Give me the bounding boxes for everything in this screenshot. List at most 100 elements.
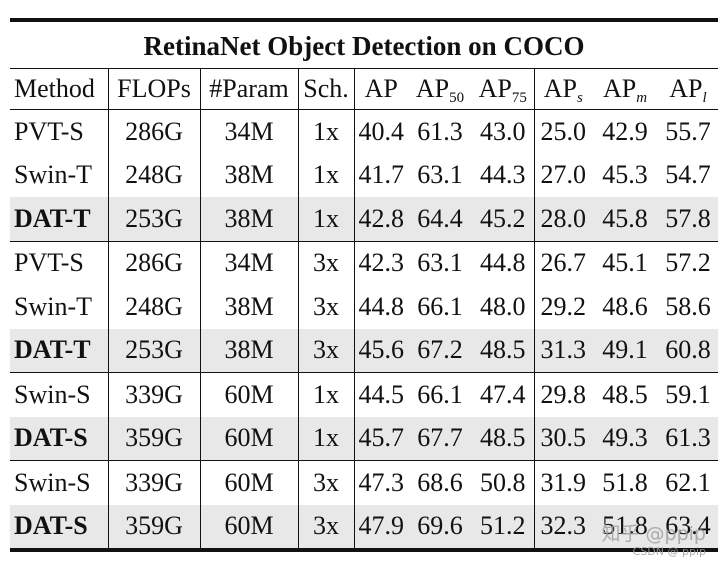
cell-method: Swin-S [10,460,109,505]
cell-ap: 47.3 [358,467,405,497]
cell-ap50: 67.2 [408,328,472,373]
cell-ap: 45.7 [354,416,408,461]
cell-apm: 42.9 [602,116,648,146]
cell-sch: 3x [298,460,355,505]
cell-ap50: 67.7 [408,416,472,461]
cell-flops: 286G [108,109,201,154]
cell-apm: 51.8 [602,467,648,497]
cell-ap75: 44.8 [472,241,535,285]
cell-apl: 57.8 [658,197,718,242]
cell-aps: 32.3 [534,504,592,552]
header-param: #Param [200,69,299,110]
cell-ap50: 68.6 [417,467,463,497]
cell-method: Swin-T [10,285,109,329]
table-row: Swin-T 248G 38M 3x 44.8 66.1 48.0 29.2 48.6 58.6 [10,285,718,329]
cell-param: 60M [200,460,299,505]
results-table-figure: RetinaNet Object Detection on COCO Metho… [10,18,718,552]
cell-ap50: 63.1 [417,248,463,278]
cell-aps: 29.2 [540,291,587,321]
cell-param: 38M [200,285,299,329]
cell-method: PVT-S [10,241,109,285]
header-apm: APm [592,69,658,110]
cell-ap75: 43.0 [472,109,535,154]
cell-param: 38M [200,153,299,197]
cell-param: 60M [200,372,299,417]
cell-ap75: 48.0 [472,285,535,329]
cell-apm: 45.1 [602,248,648,278]
cell-flops: 253G [108,197,201,242]
cell-apl: 59.1 [665,379,711,409]
cell-apl: 61.3 [658,416,718,461]
cell-aps: 31.9 [540,467,587,497]
cell-ap75: 44.3 [472,153,535,197]
cell-apl: 58.6 [665,291,711,321]
cell-sch: 3x [298,285,355,329]
cell-aps: 28.0 [534,197,592,242]
cell-flops: 248G [108,153,201,197]
cell-apl: 63.4 [658,504,718,552]
cell-param: 34M [200,109,299,154]
cell-apm: 45.8 [592,197,658,242]
cell-ap: 42.8 [354,197,408,242]
cell-ap50: 66.1 [417,291,463,321]
cell-aps: 30.5 [534,416,592,461]
cell-ap50: 66.1 [417,379,463,409]
cell-param: 60M [200,504,299,552]
cell-sch: 3x [298,504,355,552]
table-row: DAT-T 253G 38M 3x 45.6 67.2 48.5 31.3 49.1 60.8 [10,328,718,373]
table-row: Swin-S 339G 60M 3x 47.3 68.6 50.8 31.9 51.8 62.1 [10,460,718,505]
cell-apm: 48.6 [602,291,648,321]
header-row: Method FLOPs #Param Sch. AP AP50 AP75 AP… [10,69,718,110]
cell-apl: 54.7 [665,160,711,190]
cell-aps: 25.0 [540,116,587,146]
cell-param: 38M [200,328,299,373]
cell-param: 60M [200,416,299,461]
cell-apl: 57.2 [665,248,711,278]
header-ap50: AP50 [408,69,472,110]
cell-ap: 44.8 [358,291,405,321]
cell-flops: 286G [108,241,201,285]
cell-apm: 48.5 [602,379,648,409]
cell-ap: 45.6 [354,328,408,373]
cell-sch: 1x [298,153,355,197]
cell-apl: 55.7 [665,116,711,146]
cell-flops: 339G [108,372,201,417]
cell-flops: 248G [108,285,201,329]
cell-method: Swin-T [10,153,109,197]
cell-ap: 44.5 [358,379,405,409]
cell-sch: 1x [298,416,355,461]
cell-flops: 359G [108,416,201,461]
table-row: DAT-S 359G 60M 3x 47.9 69.6 51.2 32.3 51.8 63.4 [10,504,718,552]
cell-ap75: 47.4 [472,372,535,417]
cell-ap: 40.4 [358,116,405,146]
header-flops: FLOPs [108,69,201,110]
table-row: Swin-S 339G 60M 1x 44.5 66.1 47.4 29.8 48.5 59.1 [10,372,718,417]
cell-ap75: 50.8 [472,460,535,505]
cell-ap50: 64.4 [408,197,472,242]
cell-method: PVT-S [10,109,109,154]
cell-ap75: 48.5 [472,328,535,373]
header-sch: Sch. [298,69,355,110]
cell-ap50: 61.3 [417,116,463,146]
results-table: Method FLOPs #Param Sch. AP AP50 AP75 AP… [10,69,718,552]
table-row: PVT-S 286G 34M 3x 42.3 63.1 44.8 26.7 45.1 57.2 [10,241,718,285]
cell-apl: 60.8 [658,328,718,373]
header-ap: AP [354,69,408,110]
cell-sch: 1x [298,372,355,417]
cell-ap75: 45.2 [472,197,535,242]
cell-ap50: 69.6 [408,504,472,552]
cell-ap75: 51.2 [472,504,535,552]
cell-param: 34M [200,241,299,285]
cell-method: DAT-S [10,416,109,461]
table-row: DAT-S 359G 60M 1x 45.7 67.7 48.5 30.5 49.3 61.3 [10,416,718,461]
cell-apl: 62.1 [665,467,711,497]
table-body: PVT-S 286G 34M 1x 40.4 61.3 43.0 25.0 42.9 55.7 Sw… [10,109,718,552]
table-row: PVT-S 286G 34M 1x 40.4 61.3 43.0 25.0 42.9 55.7 [10,109,718,154]
header-aps: APs [534,69,592,110]
cell-sch: 1x [298,197,355,242]
cell-aps: 26.7 [540,248,587,278]
cell-ap50: 63.1 [417,160,463,190]
cell-method: DAT-T [10,197,109,242]
top-rule [10,18,718,22]
cell-flops: 253G [108,328,201,373]
